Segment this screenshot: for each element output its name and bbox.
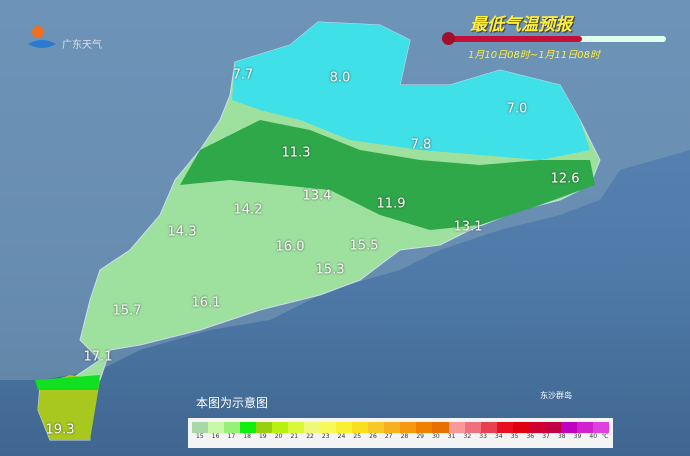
legend-swatch (544, 422, 561, 433)
legend-tick: 28 (400, 433, 409, 440)
progress-knob (442, 32, 455, 45)
legend-tick: 33 (479, 433, 487, 440)
legend-tick: 32 (463, 433, 472, 440)
legend-swatch (256, 422, 273, 433)
legend-tick: 23 (321, 433, 330, 440)
temperature-label: 13.4 (302, 188, 332, 204)
time-progress-bar (442, 32, 666, 45)
temperature-label: 14.2 (233, 202, 263, 218)
legend-swatch (560, 422, 577, 433)
temperature-label: 16.1 (191, 295, 221, 311)
temperature-label: 12.6 (550, 171, 580, 187)
legend-swatch (400, 422, 417, 433)
legend-tick: 29 (416, 433, 424, 440)
legend-tick: 21 (290, 433, 299, 440)
temperature-label: 17.1 (83, 349, 113, 365)
legend-swatch (320, 422, 337, 433)
legend-swatch (384, 422, 401, 433)
temperature-label: 15.5 (349, 238, 379, 254)
legend-tick: 38 (557, 433, 566, 440)
legend-swatch (208, 422, 225, 433)
legend-swatch (512, 422, 529, 433)
temperature-label: 19.3 (45, 422, 75, 438)
legend-tick: 26 (369, 433, 377, 440)
legend-swatch (576, 422, 593, 433)
temperature-label: 14.3 (167, 224, 197, 240)
legend-swatch (192, 422, 209, 433)
legend-tick: 16 (211, 433, 220, 440)
legend-swatch (336, 422, 353, 433)
legend-swatch (496, 422, 513, 433)
mid-zone (180, 120, 595, 230)
legend-tick: 17 (227, 433, 236, 440)
legend-swatch (592, 422, 609, 433)
legend-swatch (352, 422, 369, 433)
legend-swatch (288, 422, 305, 433)
map-title: 最低气温预报 (470, 15, 572, 35)
legend-tick: 15 (196, 433, 204, 440)
legend-tick: 22 (306, 433, 314, 440)
temperature-label: 7.8 (410, 137, 432, 153)
legend-tick: 25 (353, 433, 362, 440)
temperature-label: 7.0 (506, 101, 528, 117)
brand-name: 广东天气 (62, 40, 102, 51)
warm-zone (38, 375, 100, 440)
legend-tick: 18 (243, 433, 251, 440)
legend-tick: 27 (384, 433, 393, 440)
island-label: 东沙群岛 (540, 391, 572, 400)
legend-tick: 40 (589, 433, 598, 440)
legend-tick: 19 (258, 433, 267, 440)
legend-swatch (448, 422, 465, 433)
temperature-label: 16.0 (275, 239, 305, 255)
legend-swatch (528, 422, 545, 433)
temperature-label: 7.7 (232, 67, 254, 83)
legend-tick: 30 (432, 433, 440, 440)
progress-fill (446, 36, 583, 42)
warm-strip (35, 375, 100, 390)
legend-swatch (416, 422, 433, 433)
legend-swatch (272, 422, 289, 433)
temperature-label: 11.3 (281, 145, 311, 161)
temperature-label: 15.3 (315, 262, 345, 278)
temperature-label: 8.0 (329, 70, 351, 86)
legend-unit: ℃ (601, 433, 609, 440)
legend-swatch (432, 422, 449, 433)
legend-tick: 35 (510, 433, 519, 440)
legend-tick: 36 (526, 433, 535, 440)
legend-tick: 34 (495, 433, 503, 440)
legend-swatch (368, 422, 385, 433)
legend-swatch (240, 422, 257, 433)
legend-tick: 20 (274, 433, 283, 440)
temperature-label: 13.1 (453, 219, 483, 235)
legend-tick: 24 (337, 433, 346, 440)
legend-tick: 39 (573, 433, 582, 440)
legend-tick: 37 (542, 433, 550, 440)
legend-swatch (480, 422, 497, 433)
color-legend: 15 16 17 18 19 20 21 22 23 24 25 26 27 28 29 30 31 32 33 34… (188, 418, 613, 448)
legend-swatch (224, 422, 241, 433)
cold-zone (232, 22, 590, 160)
temperature-label: 15.7 (112, 303, 142, 319)
temperature-label: 11.9 (376, 196, 406, 212)
legend-tick: 31 (447, 433, 456, 440)
schematic-note: 本图为示意图 (196, 396, 269, 410)
date-range: 1月10日08时~1月11日08时 (468, 50, 601, 61)
legend-swatch (464, 422, 481, 433)
legend-swatch (304, 422, 321, 433)
